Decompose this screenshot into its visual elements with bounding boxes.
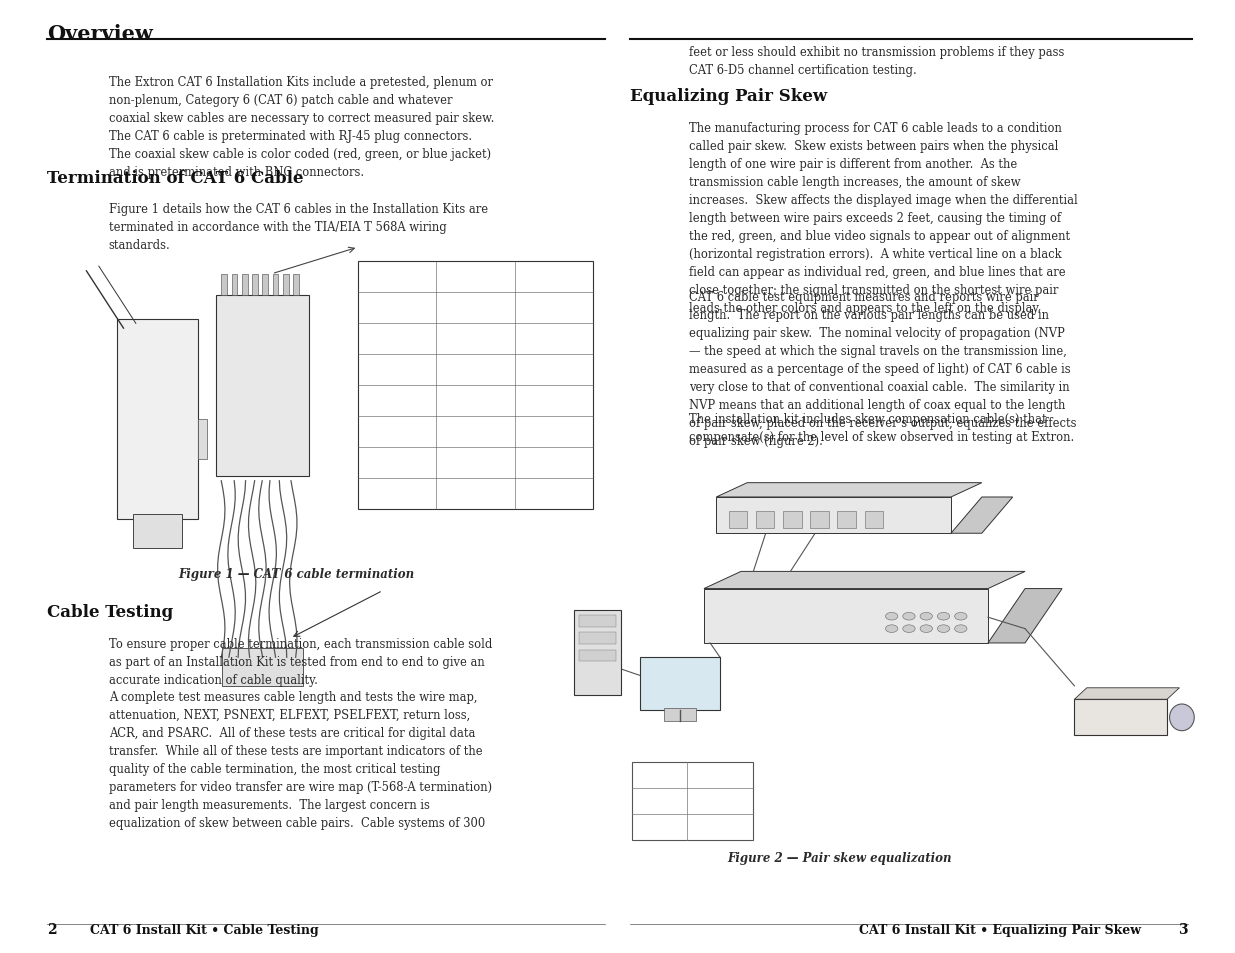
Bar — [216, 295, 309, 476]
Text: CAT 6 cable test equipment measures and reports wire pair
length.  The report on: CAT 6 cable test equipment measures and … — [689, 291, 1077, 448]
Ellipse shape — [955, 613, 967, 620]
Bar — [283, 274, 289, 295]
Text: The Extron CAT 6 Installation Kits include a pretested, plenum or
non-plenum, Ca: The Extron CAT 6 Installation Kits inclu… — [109, 76, 494, 179]
Bar — [273, 274, 278, 295]
Bar — [783, 512, 802, 529]
Polygon shape — [716, 483, 982, 497]
Text: CAT 6 Install Kit • Equalizing Pair Skew: CAT 6 Install Kit • Equalizing Pair Skew — [860, 923, 1141, 936]
Polygon shape — [1074, 688, 1179, 700]
Bar — [262, 274, 268, 295]
Text: Cable Testing: Cable Testing — [47, 603, 173, 620]
Ellipse shape — [885, 613, 898, 620]
Polygon shape — [988, 589, 1062, 643]
Bar — [729, 512, 747, 529]
Bar — [242, 274, 247, 295]
Text: The manufacturing process for CAT 6 cable leads to a condition
called pair skew.: The manufacturing process for CAT 6 cabl… — [689, 122, 1078, 314]
Bar — [579, 616, 616, 627]
Text: Equalizing Pair Skew: Equalizing Pair Skew — [630, 88, 827, 105]
Bar — [810, 512, 829, 529]
Bar — [864, 512, 883, 529]
Bar — [221, 274, 227, 295]
Text: Figure 2 — Pair skew equalization: Figure 2 — Pair skew equalization — [727, 851, 952, 864]
Polygon shape — [704, 589, 988, 643]
Bar — [632, 762, 753, 841]
Ellipse shape — [903, 625, 915, 633]
Bar — [117, 319, 198, 519]
Bar — [1074, 700, 1167, 736]
Polygon shape — [704, 572, 1025, 589]
Text: Overview: Overview — [47, 24, 153, 44]
Text: Termination of CAT 6 Cable: Termination of CAT 6 Cable — [47, 170, 304, 187]
Bar — [756, 512, 774, 529]
Text: To ensure proper cable termination, each transmission cable sold
as part of an I: To ensure proper cable termination, each… — [109, 638, 492, 686]
Ellipse shape — [937, 625, 950, 633]
Ellipse shape — [920, 625, 932, 633]
Text: feet or less should exhibit no transmission problems if they pass
CAT 6-D5 chann: feet or less should exhibit no transmiss… — [689, 46, 1065, 76]
Polygon shape — [716, 497, 951, 534]
Bar — [664, 708, 697, 721]
Text: Figure 1 details how the CAT 6 cables in the Installation Kits are
terminated in: Figure 1 details how the CAT 6 cables in… — [109, 203, 488, 252]
Bar — [358, 262, 593, 510]
Bar — [222, 648, 303, 686]
Text: A complete test measures cable length and tests the wire map,
attenuation, NEXT,: A complete test measures cable length an… — [109, 690, 492, 829]
Bar — [294, 274, 299, 295]
Bar — [252, 274, 258, 295]
Bar — [579, 633, 616, 644]
Bar — [640, 658, 720, 710]
Ellipse shape — [920, 613, 932, 620]
Polygon shape — [951, 497, 1013, 534]
Bar — [579, 650, 616, 661]
Bar — [837, 512, 856, 529]
Text: 2: 2 — [47, 922, 57, 936]
Ellipse shape — [955, 625, 967, 633]
Bar — [574, 610, 621, 696]
Ellipse shape — [885, 625, 898, 633]
Ellipse shape — [937, 613, 950, 620]
Ellipse shape — [1170, 704, 1194, 731]
Text: The installation kit includes skew compensation cable(s) that
compensate(s) for : The installation kit includes skew compe… — [689, 413, 1074, 443]
Ellipse shape — [903, 613, 915, 620]
Bar — [232, 274, 237, 295]
Bar — [133, 515, 182, 548]
Text: 3: 3 — [1178, 922, 1188, 936]
Bar — [198, 419, 207, 459]
Text: Figure 1 — CAT 6 cable termination: Figure 1 — CAT 6 cable termination — [178, 567, 415, 580]
Text: CAT 6 Install Kit • Cable Testing: CAT 6 Install Kit • Cable Testing — [90, 923, 319, 936]
